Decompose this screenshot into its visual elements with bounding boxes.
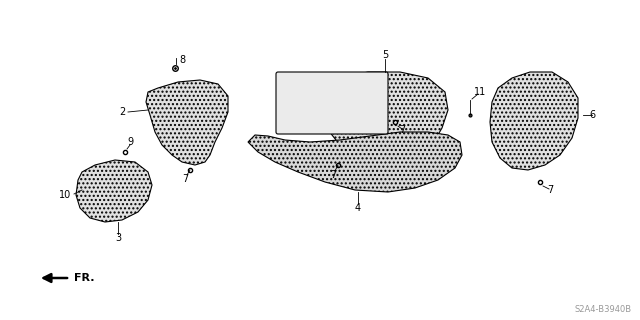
Text: 4: 4 <box>355 203 361 213</box>
FancyBboxPatch shape <box>276 72 388 134</box>
Text: 8: 8 <box>179 55 185 65</box>
Text: 3: 3 <box>115 233 121 243</box>
Text: FR.: FR. <box>74 273 95 283</box>
Text: S2A4-B3940B: S2A4-B3940B <box>575 305 632 314</box>
Polygon shape <box>318 72 448 165</box>
Text: 7: 7 <box>330 170 336 180</box>
Text: 2: 2 <box>119 107 125 117</box>
Polygon shape <box>146 80 228 165</box>
Polygon shape <box>76 160 152 222</box>
Text: 11: 11 <box>474 87 486 97</box>
Text: 7: 7 <box>547 185 553 195</box>
Text: 7: 7 <box>399 125 405 135</box>
Text: 6: 6 <box>589 110 595 120</box>
Polygon shape <box>490 72 578 170</box>
Polygon shape <box>248 132 462 192</box>
Text: 9: 9 <box>127 137 133 147</box>
Text: 7: 7 <box>182 174 188 184</box>
Text: 5: 5 <box>382 50 388 60</box>
Text: 10: 10 <box>59 190 71 200</box>
